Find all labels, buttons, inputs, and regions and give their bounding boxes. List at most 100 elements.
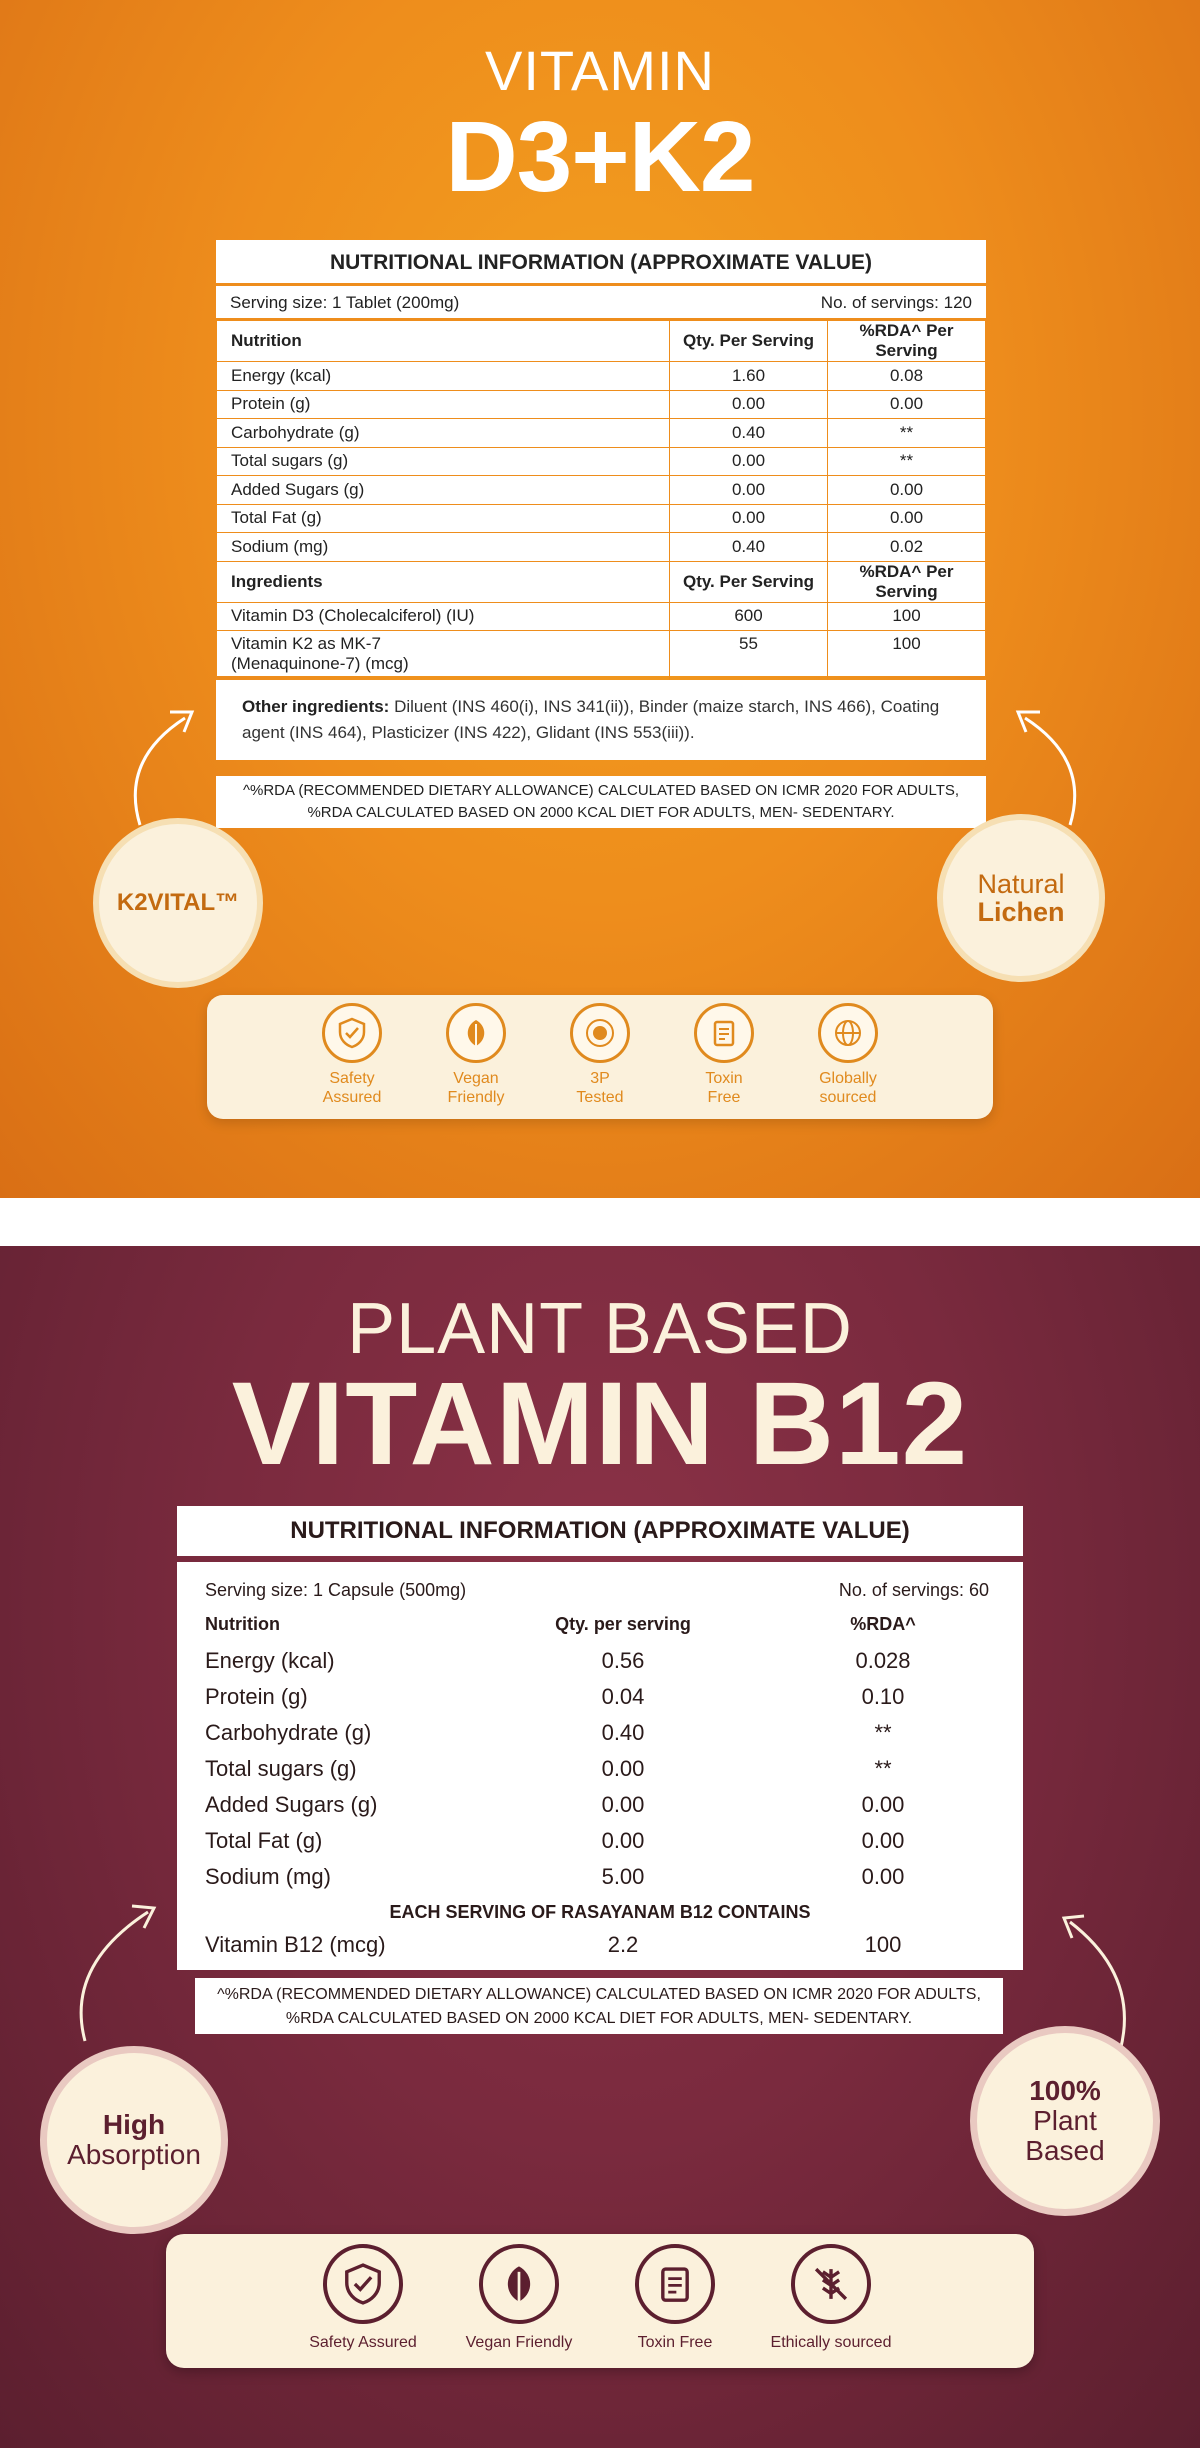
nutrient-qty: 0.00	[601, 1756, 645, 1781]
nutrient-name: Added Sugars (g)	[216, 475, 670, 505]
nutrient-qty: 0.00	[669, 475, 828, 505]
header-cell: Nutrition	[216, 320, 670, 362]
nutrient-rda: **	[874, 1720, 892, 1745]
icon-label-line1: Toxin	[705, 1070, 743, 1087]
nutrient-rda: 0.10	[861, 1684, 905, 1709]
nutrient-rda: 0.02	[827, 532, 986, 562]
ingredient-qty: 600	[669, 601, 828, 631]
clipboard-icon	[635, 2244, 715, 2324]
nutrient-name: Protein (g)	[216, 389, 670, 419]
table-row: Added Sugars (g) 0.00 0.00	[177, 1792, 1023, 1828]
shield-check-icon	[322, 1003, 382, 1063]
nutrient-rda: 0.00	[861, 1828, 905, 1853]
b12-panel: PLANT BASED VITAMIN B12 NUTRITIONAL INFO…	[0, 1246, 1200, 2448]
nutrient-qty: 5.00	[601, 1864, 645, 1889]
header-cell: Nutrition	[205, 1614, 280, 1634]
icon-label-line1: Globally	[819, 1070, 877, 1087]
panel2-serving-size: Serving size: 1 Capsule (500mg)	[205, 1580, 467, 1600]
panel2-table-body: Serving size: 1 Capsule (500mg) No. of s…	[177, 1562, 1023, 1970]
icon-label-line2: sourced	[819, 1089, 877, 1106]
natural-lichen-badge: Natural Lichen	[937, 814, 1105, 982]
nutrient-qty: 0.00	[669, 503, 828, 533]
nutrient-rda: 0.00	[861, 1864, 905, 1889]
panel2-icon-bar: Safety Assured Vegan Friendly Toxin Free…	[166, 2234, 1034, 2368]
table-row: Total Fat (g) 0.00 0.00	[177, 1828, 1023, 1864]
plant-based-badge: 100% Plant Based	[970, 2026, 1160, 2216]
header-cell: %RDA^ Per Serving	[827, 560, 986, 603]
panel1-table-title: NUTRITIONAL INFORMATION (APPROXIMATE VAL…	[216, 240, 986, 286]
icon-label-line2: Assured	[322, 1089, 382, 1106]
leaf-icon	[479, 2244, 559, 2324]
panel1-nutrition-table: NUTRITIONAL INFORMATION (APPROXIMATE VAL…	[216, 240, 986, 691]
rda-line2: %RDA CALCULATED BASED ON 2000 KCAL DIET …	[285, 2010, 913, 2027]
panel1-icon-bar: Safety Assured Vegan Friendly 3P Tested Tox…	[207, 995, 993, 1119]
nutrient-name: Energy (kcal)	[216, 361, 670, 391]
nutrient-rda: **	[827, 446, 986, 476]
nutrient-rda: **	[827, 418, 986, 448]
table-row: Carbohydrate (g) 0.40 **	[177, 1720, 1023, 1756]
nutrient-rda: 0.00	[827, 503, 986, 533]
table-row: Protein (g) 0.04 0.10	[177, 1684, 1023, 1720]
header-cell: Qty. per serving	[555, 1614, 691, 1634]
header-cell: %RDA^ Per Serving	[827, 320, 986, 362]
panel1-title-big: D3+K2	[445, 101, 755, 213]
rda-line1: ^%RDA (RECOMMENDED DIETARY ALLOWANCE) CA…	[242, 782, 960, 799]
header-cell: Qty. Per Serving	[669, 560, 828, 603]
icon-label: Vegan Friendly	[465, 2334, 573, 2351]
toxin-free-item: Toxin Free	[590, 2244, 760, 2352]
panel1-title-small: VITAMIN	[485, 39, 715, 102]
icon-label: Ethically sourced	[770, 2334, 892, 2351]
each-serving-heading: EACH SERVING OF RASAYANAM B12 CONTAINS	[389, 1902, 811, 1922]
rda-line2: %RDA CALCULATED BASED ON 2000 KCAL DIET …	[307, 804, 895, 821]
rda-line1: ^%RDA (RECOMMENDED DIETARY ALLOWANCE) CA…	[217, 1986, 981, 2003]
nutrient-name: Vitamin B12 (mcg)	[205, 1932, 386, 1957]
no-grain-icon	[791, 2244, 871, 2324]
nutrient-name: Total Fat (g)	[216, 503, 670, 533]
other-ingredients-text: Diluent (INS 460(i), INS 341(ii)), Binde…	[242, 697, 940, 742]
nutrient-name: Total sugars (g)	[205, 1756, 357, 1781]
safety-assured-item: Safety Assured	[278, 2244, 448, 2352]
nutrient-qty: 1.60	[669, 361, 828, 391]
nutrient-qty: 0.40	[601, 1720, 645, 1745]
icon-label: Safety Assured	[309, 2334, 417, 2351]
ingredients-header-row: Ingredients Qty. Per Serving %RDA^ Per S…	[216, 560, 986, 603]
d3-k2-panel: VITAMIN D3+K2 NUTRITIONAL INFORMATION (A…	[0, 0, 1200, 1198]
nutrient-qty: 0.00	[601, 1828, 645, 1853]
based-label: Based	[1025, 2135, 1105, 2166]
nutrient-rda: 0.00	[827, 475, 986, 505]
panel1-rda-note: ^%RDA (RECOMMENDED DIETARY ALLOWANCE) CA…	[216, 776, 986, 828]
nutrient-rda: 0.00	[827, 389, 986, 419]
clipboard-icon	[694, 1003, 754, 1063]
icon-label-line1: Safety	[329, 1070, 375, 1087]
high-label: High	[102, 2109, 166, 2140]
nutrient-name: Total sugars (g)	[216, 446, 670, 476]
lichen-label: Lichen	[977, 897, 1065, 927]
ingredient-name: Vitamin D3 (Cholecalciferol) (IU)	[216, 601, 670, 631]
ingredient-rda: 100	[827, 601, 986, 631]
right-arrow-icon	[1061, 1914, 1126, 2052]
icon-label-line2: Tested	[576, 1089, 624, 1106]
header-cell: Ingredients	[216, 560, 670, 603]
leaf-icon	[446, 1003, 506, 1063]
shield-check-icon	[323, 2244, 403, 2324]
percent-label: 100%	[1029, 2075, 1101, 2106]
table-row: Protein (g) 0.00 0.00	[216, 389, 986, 419]
globe-icon	[818, 1003, 878, 1063]
nutrient-rda: 0.00	[861, 1792, 905, 1817]
plant-label: Plant	[1033, 2105, 1097, 2136]
3p-tested-item: 3P Tested	[545, 1003, 655, 1107]
table-row: Total sugars (g) 0.00 **	[216, 446, 986, 476]
panel2-title-small: PLANT BASED	[347, 1289, 853, 1369]
panel2-title-big: VITAMIN B12	[231, 1358, 969, 1490]
table-header-row: Nutrition Qty. Per Serving %RDA^ Per Ser…	[216, 320, 986, 362]
panel2-rda-note: ^%RDA (RECOMMENDED DIETARY ALLOWANCE) CA…	[195, 1978, 1003, 2034]
panel2-nutrition-table: NUTRITIONAL INFORMATION (APPROXIMATE VAL…	[177, 1506, 1023, 2220]
nutrient-qty: 0.40	[669, 418, 828, 448]
header-cell: %RDA^	[850, 1614, 916, 1634]
nutrient-rda: 0.028	[855, 1648, 911, 1673]
table-row: Sodium (mg) 0.40 0.02	[216, 532, 986, 562]
table-header-row: Nutrition Qty. per serving %RDA^	[177, 1614, 1023, 1650]
panel1-serving-size: Serving size: 1 Tablet (200mg)	[230, 293, 460, 312]
nutrient-name: Carbohydrate (g)	[216, 418, 670, 448]
globally-sourced-item: Globally sourced	[793, 1003, 903, 1107]
